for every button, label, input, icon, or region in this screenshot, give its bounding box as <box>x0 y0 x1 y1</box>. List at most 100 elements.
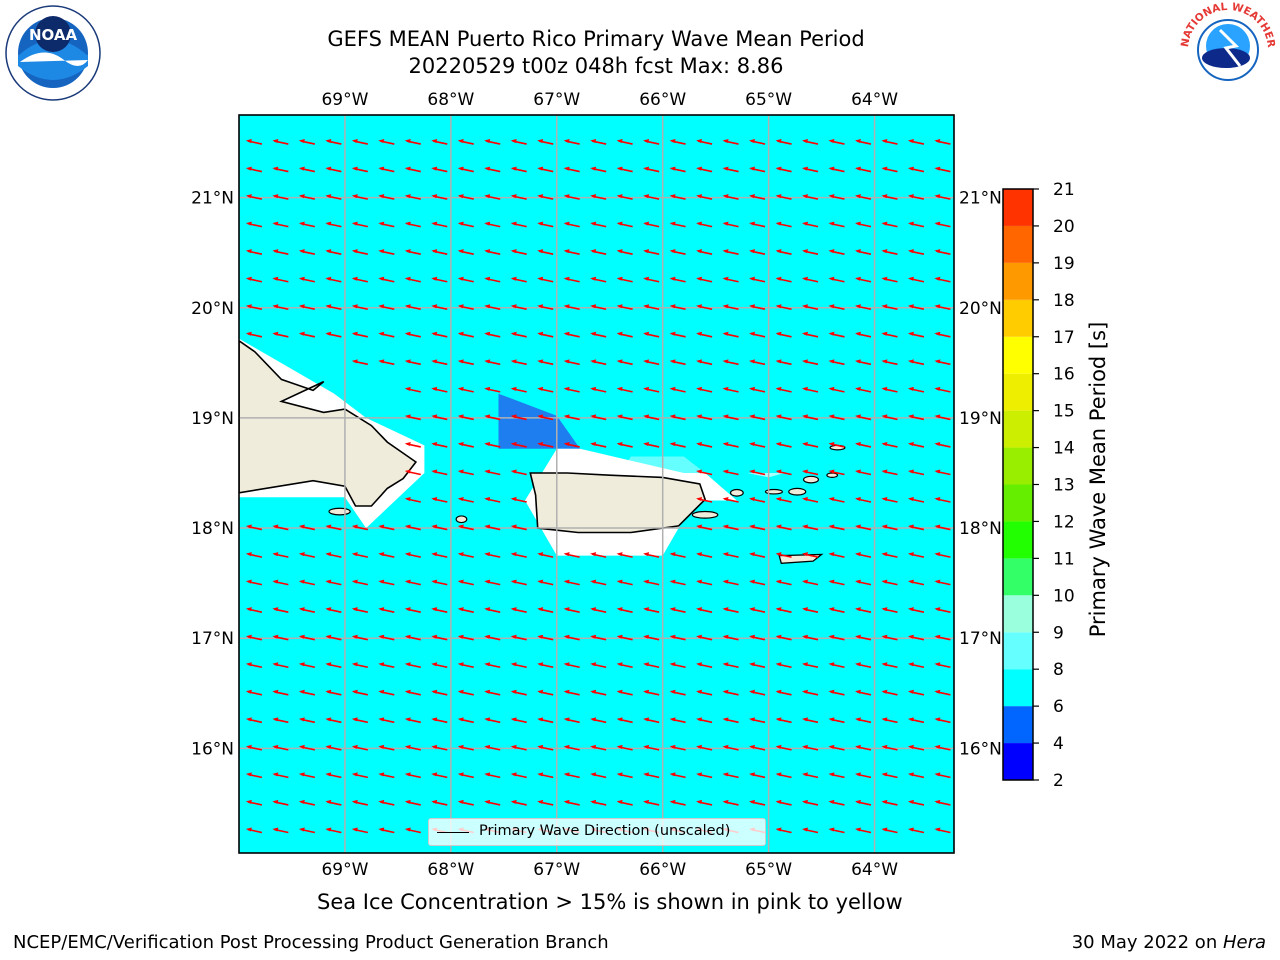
wave-arrow <box>484 249 501 255</box>
wave-arrow <box>245 744 263 751</box>
wave-arrow <box>802 194 819 200</box>
wave-arrow <box>749 634 766 641</box>
nws-logo: NATIONAL WEATHER SERVICE <box>1178 2 1277 94</box>
wave-arrow <box>616 799 633 806</box>
colorbar-segment <box>1003 521 1033 559</box>
wave-arrow <box>590 414 607 421</box>
wave-arrow <box>669 772 686 779</box>
wave-arrow <box>537 414 554 421</box>
colorbar-tick-label: 16 <box>1053 365 1075 385</box>
wave-arrow <box>351 166 368 173</box>
wave-arrow <box>643 249 660 255</box>
wave-arrow <box>590 689 607 696</box>
wave-arrow <box>245 827 263 834</box>
wave-arrow <box>325 194 342 200</box>
wave-arrow <box>696 386 713 393</box>
wave-arrow <box>590 221 607 228</box>
wave-arrow <box>378 221 395 228</box>
mid-period-patch <box>747 473 785 478</box>
wave-arrow <box>722 469 739 476</box>
wave-arrow <box>854 827 872 834</box>
lon-label-top: 69°W <box>321 90 368 110</box>
wave-arrow <box>749 386 766 393</box>
wave-arrow <box>378 607 395 613</box>
land-virgin-gorda <box>826 472 839 478</box>
wave-arrow <box>881 827 898 834</box>
wave-arrow <box>484 221 501 228</box>
wave-arrow <box>457 249 474 255</box>
wave-arrow <box>749 194 766 200</box>
wave-arrow <box>643 194 660 200</box>
wave-arrow <box>298 331 316 338</box>
wave-arrow <box>298 827 316 834</box>
wave-arrow <box>378 139 395 145</box>
wave-arrow <box>802 717 819 724</box>
wave-arrow <box>881 441 898 448</box>
wave-arrow <box>616 331 633 338</box>
colorbar-tick-label: 6 <box>1053 697 1064 717</box>
wave-arrow <box>881 331 898 338</box>
wave-arrow <box>907 662 925 669</box>
wave-arrow <box>298 524 316 531</box>
wave-arrow <box>696 607 713 613</box>
wave-arrow <box>775 276 792 283</box>
land-culebra <box>729 488 744 497</box>
wave-arrow <box>854 139 872 145</box>
wave-arrow <box>325 744 342 751</box>
wave-arrow <box>775 194 792 200</box>
wave-arrow <box>351 552 368 558</box>
legend-label: Primary Wave Direction (unscaled) <box>479 823 731 839</box>
wave-arrow <box>404 744 421 751</box>
wave-arrow <box>696 194 713 200</box>
wave-arrow <box>457 772 474 779</box>
wave-arrow <box>802 497 819 503</box>
wave-arrow <box>510 689 527 696</box>
wave-arrow <box>616 139 633 145</box>
wave-arrow <box>802 249 819 255</box>
wave-arrow <box>563 414 580 421</box>
wave-arrow <box>616 662 633 669</box>
wave-arrow <box>431 276 448 283</box>
wave-arrow <box>590 194 607 200</box>
wave-arrow <box>404 689 421 696</box>
wave-arrow <box>722 139 739 145</box>
wave-arrow <box>404 634 421 641</box>
wave-arrow <box>802 359 819 366</box>
wave-arrow <box>828 331 845 338</box>
wave-arrow <box>590 744 607 751</box>
wave-arrow <box>802 634 819 641</box>
wave-arrow <box>828 662 845 669</box>
wave-arrow <box>325 276 342 283</box>
wave-arrow <box>828 414 845 421</box>
wave-arrow <box>722 386 739 393</box>
wave-arrow <box>537 717 554 724</box>
wave-arrow <box>616 607 633 613</box>
wave-arrow <box>802 772 819 779</box>
wave-arrow <box>537 139 554 145</box>
wave-arrow <box>881 744 898 751</box>
wave-arrow <box>881 689 898 696</box>
wave-arrow <box>881 717 898 724</box>
wave-arrow <box>404 386 421 393</box>
wave-arrow <box>484 717 501 724</box>
lon-label-bottom: 64°W <box>851 860 898 880</box>
wave-arrow <box>907 276 925 283</box>
wave-arrow <box>669 662 686 669</box>
wave-arrow <box>272 304 289 311</box>
wave-arrow <box>749 744 766 751</box>
wave-arrow <box>907 552 925 558</box>
wave-arrow <box>590 276 607 283</box>
wave-arrow <box>643 662 660 669</box>
wave-arrow <box>510 441 527 448</box>
wave-arrow <box>378 166 395 173</box>
wave-arrow <box>775 634 792 641</box>
wave-arrow <box>749 249 766 255</box>
lat-label-right: 18°N <box>959 519 1002 539</box>
wave-arrow <box>590 772 607 779</box>
wave-arrow <box>245 139 263 145</box>
wave-arrow <box>616 386 633 393</box>
wave-arrow <box>537 359 554 366</box>
wave-arrow <box>881 359 898 366</box>
wave-arrow <box>696 497 713 503</box>
wave-arrow <box>881 276 898 283</box>
